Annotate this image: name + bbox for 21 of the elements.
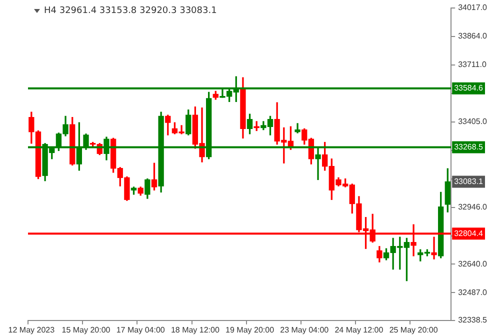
y-tick-label: 34017.0 bbox=[458, 3, 488, 12]
y-tick-label: 32338.5 bbox=[458, 316, 488, 325]
x-tick-label: 15 May 20:00 bbox=[62, 325, 111, 334]
x-tick-label: 23 May 04:00 bbox=[280, 325, 330, 334]
y-tick-label: 33711.0 bbox=[458, 60, 487, 69]
x-tick-label: 19 May 20:00 bbox=[226, 325, 275, 334]
x-tick-label: 12 May 2023 bbox=[8, 325, 56, 334]
text: 33083.1 bbox=[454, 176, 484, 186]
ref-line-label: 32804.4 bbox=[454, 228, 484, 238]
x-tick-label: 25 May 20:00 bbox=[389, 325, 438, 334]
ref-line-label: 33584.6 bbox=[454, 84, 484, 93]
x-tick-label: 18 May 12:00 bbox=[170, 325, 220, 334]
y-tick-label: 32946.0 bbox=[458, 202, 488, 212]
y-tick-label: 33864.0 bbox=[458, 31, 488, 40]
y-tick-label: 33405.0 bbox=[458, 116, 488, 126]
ref-line-label: 33268.5 bbox=[454, 142, 484, 152]
y-tick-label: 32640.0 bbox=[458, 259, 488, 268]
y-tick-label: 32487.0 bbox=[458, 288, 488, 297]
chart-title: H4 32961.4 33153.8 32920.3 33083.1 bbox=[44, 6, 217, 16]
x-tick-label: 17 May 04:00 bbox=[116, 325, 166, 334]
x-tick-label: 24 May 12:00 bbox=[334, 325, 384, 334]
